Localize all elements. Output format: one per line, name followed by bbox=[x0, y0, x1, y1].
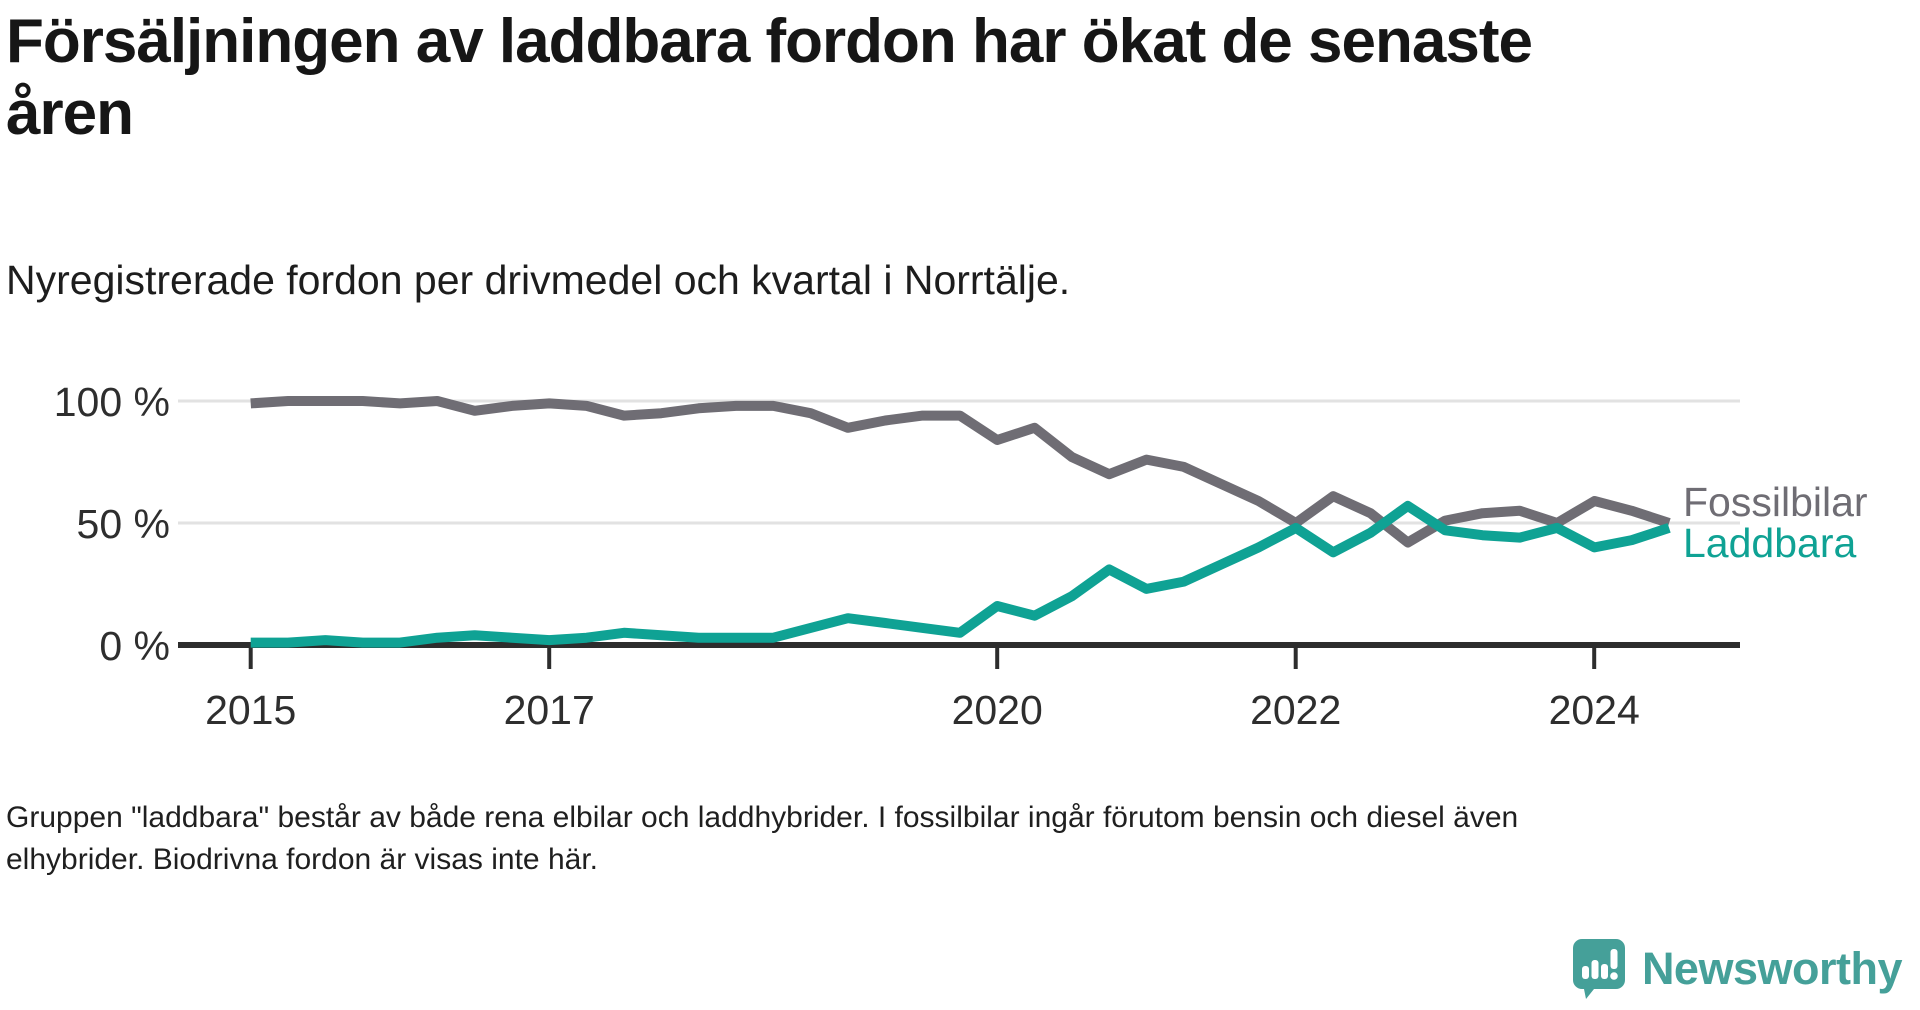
x-tick-label-2015: 2015 bbox=[205, 687, 296, 733]
chart-title: Försäljningen av laddbara fordon har öka… bbox=[6, 7, 1533, 148]
chart-subtitle: Nyregistrerade fordon per drivmedel och … bbox=[6, 257, 1071, 303]
chart-footnote: Gruppen "laddbara" består av både rena e… bbox=[6, 801, 1519, 876]
series-line-fossilbilar bbox=[250, 396, 1671, 548]
series-line-laddbara bbox=[250, 500, 1671, 648]
x-tick-label-2022: 2022 bbox=[1250, 687, 1341, 733]
x-tick-label-2024: 2024 bbox=[1549, 687, 1640, 733]
logo-speech-bubble-icon bbox=[1572, 939, 1625, 999]
legend-label-fossilbilar: Fossilbilar bbox=[1683, 479, 1868, 525]
x-tick-label-2017: 2017 bbox=[504, 687, 595, 733]
y-tick-label-100: 100 % bbox=[54, 379, 170, 425]
legend-label-laddbara: Laddbara bbox=[1683, 520, 1856, 566]
newsworthy-logo: Newsworthy bbox=[1572, 938, 1903, 1000]
x-tick-label-2020: 2020 bbox=[952, 687, 1043, 733]
y-tick-label-50: 50 % bbox=[77, 501, 170, 547]
logo-wordmark: Newsworthy bbox=[1641, 943, 1903, 994]
y-tick-label-0: 0 % bbox=[99, 623, 170, 669]
